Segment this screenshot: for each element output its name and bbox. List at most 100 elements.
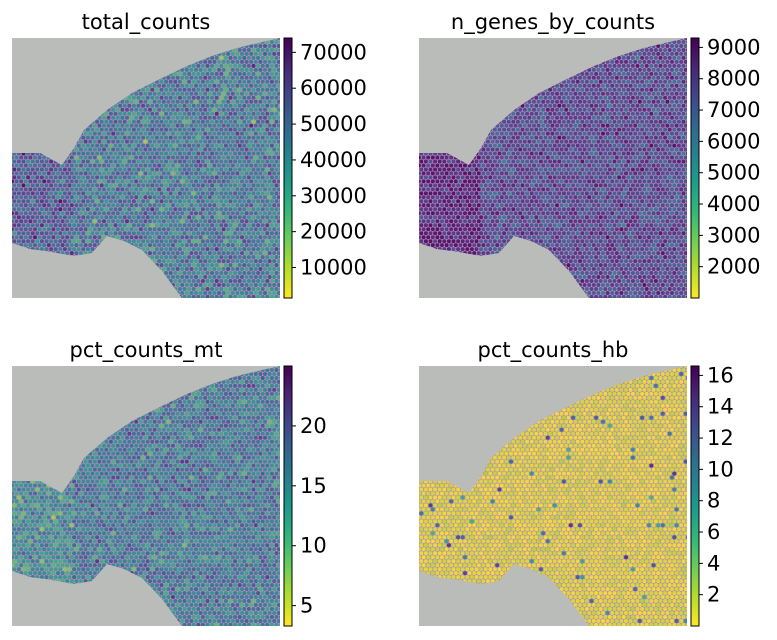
spot: [212, 131, 217, 136]
spot: [35, 215, 40, 220]
spot: [260, 223, 265, 228]
spot: [237, 247, 242, 252]
spot: [251, 111, 256, 116]
spot: [159, 127, 164, 132]
spot: [102, 227, 106, 232]
spot: [79, 211, 83, 216]
spot: [191, 159, 196, 164]
spot: [60, 187, 65, 192]
spot: [276, 131, 280, 136]
spot: [658, 95, 663, 100]
spot: [244, 283, 249, 287]
colorbar-tick-label: 40000: [300, 148, 367, 172]
spot: [242, 55, 247, 60]
spot: [251, 255, 256, 260]
spot: [240, 275, 244, 279]
spot: [235, 59, 240, 64]
spot: [120, 115, 125, 120]
spot: [635, 55, 640, 60]
spot: [233, 103, 238, 108]
spot: [79, 227, 83, 232]
spot: [62, 223, 67, 228]
spot: [228, 294, 233, 298]
spot: [127, 199, 132, 204]
spot: [53, 175, 58, 180]
spot: [226, 195, 231, 200]
spot: [69, 227, 74, 232]
spot: [253, 107, 258, 112]
spot: [180, 283, 185, 287]
spot: [637, 83, 642, 88]
spot: [242, 255, 247, 260]
spot: [180, 75, 185, 80]
spot: [223, 143, 228, 148]
spot: [173, 151, 178, 156]
spot: [143, 131, 148, 136]
spot: [237, 287, 242, 291]
spot: [647, 67, 651, 72]
spot: [263, 163, 267, 168]
spot: [194, 123, 198, 128]
spot: [263, 139, 267, 144]
spot: [161, 171, 166, 176]
spot: [274, 127, 279, 132]
spot: [642, 83, 647, 88]
spot: [260, 167, 265, 172]
spot: [122, 199, 127, 204]
spot: [26, 215, 31, 220]
spot: [74, 163, 79, 168]
spot: [108, 119, 113, 124]
spot: [175, 131, 180, 136]
spot: [111, 195, 116, 200]
spot: [67, 199, 72, 204]
spot: [233, 48, 238, 52]
spot: [166, 195, 171, 200]
spot: [233, 279, 238, 283]
spot: [617, 55, 622, 60]
spot: [14, 171, 19, 176]
spot: [157, 187, 162, 192]
spot: [274, 175, 279, 180]
spot: [642, 67, 647, 72]
spot: [279, 271, 280, 275]
spot: [30, 223, 35, 228]
spot: [205, 191, 210, 196]
spot: [274, 247, 279, 252]
spot: [219, 207, 224, 212]
spot: [265, 183, 270, 188]
spot: [203, 219, 208, 224]
spot: [60, 171, 65, 176]
spot: [191, 127, 196, 132]
spot: [246, 199, 251, 204]
spot: [44, 167, 49, 172]
spot: [198, 91, 203, 96]
spot: [240, 59, 244, 64]
spot: [136, 151, 141, 156]
spot: [548, 103, 553, 108]
spot: [223, 103, 228, 108]
spot: [223, 87, 228, 92]
spot: [242, 263, 247, 268]
spot: [219, 135, 224, 140]
spot: [230, 195, 235, 200]
spot: [676, 95, 681, 100]
spot: [79, 195, 83, 200]
spot: [233, 87, 238, 92]
spot: [138, 211, 143, 216]
spot: [60, 235, 65, 240]
spot: [246, 159, 251, 164]
spot: [269, 191, 274, 196]
spot: [150, 135, 155, 140]
spot: [194, 227, 198, 232]
spot: [279, 231, 280, 236]
spot: [207, 139, 212, 144]
spot: [28, 179, 33, 184]
spot: [198, 107, 203, 112]
spot: [256, 207, 261, 212]
spot: [143, 219, 148, 224]
spot: [578, 83, 582, 88]
spot: [72, 167, 77, 172]
spot: [44, 199, 49, 204]
spot: [175, 179, 180, 184]
spot: [115, 139, 120, 144]
